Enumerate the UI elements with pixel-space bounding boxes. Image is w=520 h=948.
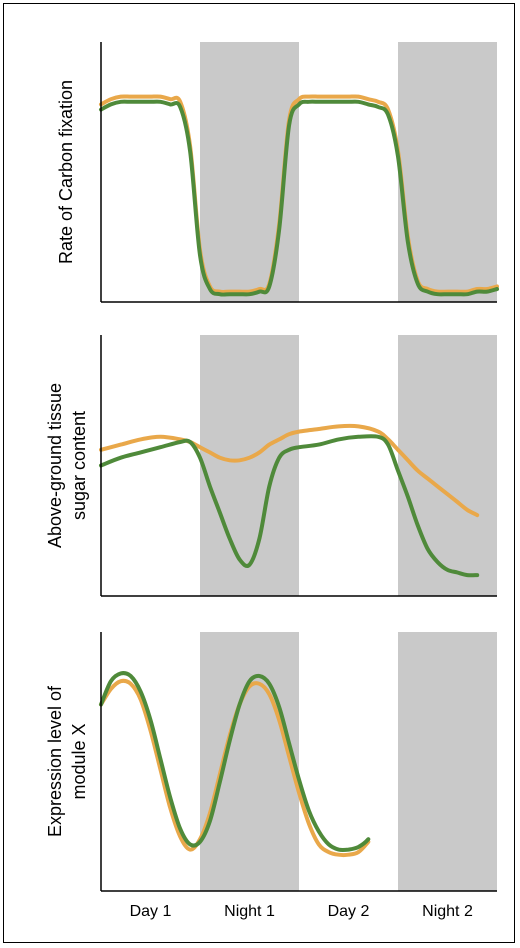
night-band-1 bbox=[200, 632, 299, 891]
night-band-2 bbox=[398, 42, 497, 302]
figure-frame bbox=[3, 3, 515, 943]
x-tick-label: Day 2 bbox=[328, 903, 370, 920]
night-band-1 bbox=[200, 335, 299, 596]
x-tick-label: Night 1 bbox=[224, 903, 275, 920]
y-axis-label: Expression level of bbox=[45, 685, 65, 837]
y-axis-label: sugar content bbox=[69, 411, 89, 520]
night-band-2 bbox=[398, 632, 497, 891]
series-line-green bbox=[99, 434, 480, 578]
x-tick-label: Night 2 bbox=[422, 903, 473, 920]
y-axis-label: Above-ground tissue bbox=[45, 383, 65, 548]
x-tick-label: Day 1 bbox=[130, 903, 172, 920]
y-axis-label: Rate of Carbon fixation bbox=[56, 80, 76, 264]
series-line-green bbox=[99, 99, 499, 297]
series-line-orange bbox=[99, 94, 499, 294]
y-axis-label: module X bbox=[69, 723, 89, 799]
series-line-green bbox=[99, 671, 371, 853]
